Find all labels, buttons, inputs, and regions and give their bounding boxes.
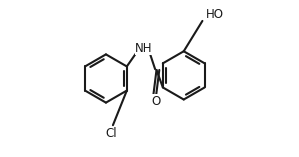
Text: HO: HO: [206, 8, 224, 21]
Text: NH: NH: [135, 42, 153, 55]
Text: O: O: [152, 95, 161, 108]
Text: Cl: Cl: [106, 127, 117, 140]
